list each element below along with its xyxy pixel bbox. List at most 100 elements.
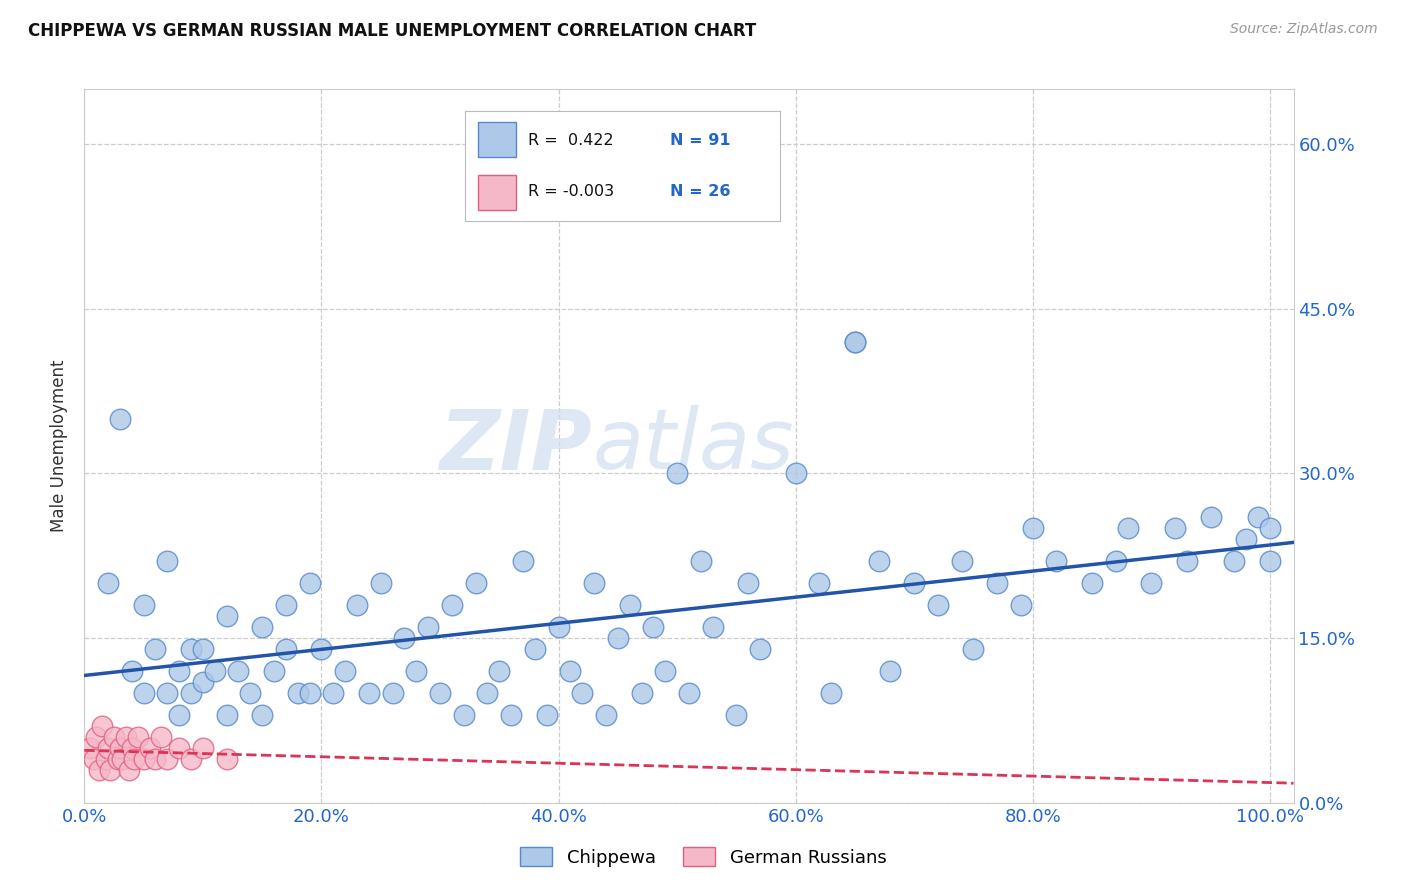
Point <box>250 620 273 634</box>
Point <box>97 576 120 591</box>
Point <box>1116 521 1139 535</box>
Point <box>156 752 179 766</box>
Point <box>643 620 665 634</box>
Point <box>702 620 724 634</box>
Point <box>1010 598 1032 612</box>
Point <box>145 752 167 766</box>
Point <box>512 554 534 568</box>
Point <box>1247 510 1270 524</box>
Point <box>180 752 202 766</box>
Point <box>1258 554 1281 568</box>
Point <box>560 664 582 678</box>
Point <box>429 686 451 700</box>
Point <box>950 554 973 568</box>
Point <box>868 554 890 568</box>
Point <box>844 334 866 349</box>
Point <box>167 664 190 678</box>
Bar <box>478 121 516 157</box>
Point <box>619 598 641 612</box>
Point <box>440 598 463 612</box>
Point <box>595 708 617 723</box>
Point <box>132 598 155 612</box>
Point <box>1164 521 1187 535</box>
Point <box>749 642 772 657</box>
Point <box>215 752 238 766</box>
Point <box>215 609 238 624</box>
Point <box>91 719 114 733</box>
Point <box>1022 521 1045 535</box>
Point <box>204 664 226 678</box>
Text: atlas: atlas <box>592 406 794 486</box>
Point <box>464 576 486 591</box>
Point <box>1105 554 1128 568</box>
Point <box>654 664 676 678</box>
Point <box>298 686 321 700</box>
Point <box>1140 576 1163 591</box>
Point <box>239 686 262 700</box>
Point <box>501 708 523 723</box>
Point <box>333 664 356 678</box>
Text: R = -0.003: R = -0.003 <box>529 184 614 199</box>
Point <box>94 752 117 766</box>
Point <box>523 642 546 657</box>
Point <box>108 740 131 755</box>
Point <box>737 576 759 591</box>
Point <box>357 686 380 700</box>
Point <box>215 708 238 723</box>
Point <box>250 708 273 723</box>
Bar <box>478 175 516 211</box>
Point <box>725 708 748 723</box>
Point <box>228 664 250 678</box>
Point <box>844 334 866 349</box>
Point <box>150 730 173 744</box>
Point <box>453 708 475 723</box>
Point <box>191 675 214 690</box>
Point <box>927 598 949 612</box>
Point <box>132 686 155 700</box>
Point <box>97 740 120 755</box>
Point <box>418 620 440 634</box>
Point <box>630 686 652 700</box>
Text: CHIPPEWA VS GERMAN RUSSIAN MALE UNEMPLOYMENT CORRELATION CHART: CHIPPEWA VS GERMAN RUSSIAN MALE UNEMPLOY… <box>28 22 756 40</box>
Point <box>84 730 107 744</box>
Point <box>167 708 190 723</box>
Point <box>107 752 129 766</box>
Point <box>287 686 309 700</box>
Point <box>83 752 105 766</box>
Point <box>191 642 214 657</box>
Point <box>121 664 143 678</box>
Point <box>274 642 297 657</box>
Text: N = 91: N = 91 <box>669 133 730 148</box>
Point <box>122 752 145 766</box>
Point <box>879 664 901 678</box>
Point <box>536 708 558 723</box>
Point <box>606 631 628 645</box>
Point <box>962 642 984 657</box>
Y-axis label: Male Unemployment: Male Unemployment <box>51 359 69 533</box>
Text: Source: ZipAtlas.com: Source: ZipAtlas.com <box>1230 22 1378 37</box>
Point <box>1223 554 1246 568</box>
Point <box>100 763 122 777</box>
Point <box>808 576 831 591</box>
Point <box>488 664 510 678</box>
Point <box>191 740 214 755</box>
Point <box>167 740 190 755</box>
Point <box>405 664 427 678</box>
Point <box>138 740 160 755</box>
Point <box>666 467 689 481</box>
Point <box>127 730 149 744</box>
Point <box>571 686 593 700</box>
Point <box>322 686 344 700</box>
Point <box>394 631 416 645</box>
Point <box>180 686 202 700</box>
Point <box>477 686 499 700</box>
Point <box>903 576 925 591</box>
Point <box>79 740 101 755</box>
Point <box>820 686 842 700</box>
Point <box>689 554 711 568</box>
Point <box>1045 554 1067 568</box>
Point <box>111 752 134 766</box>
Point <box>108 411 131 425</box>
Legend: Chippewa, German Russians: Chippewa, German Russians <box>512 840 894 874</box>
Point <box>156 686 179 700</box>
